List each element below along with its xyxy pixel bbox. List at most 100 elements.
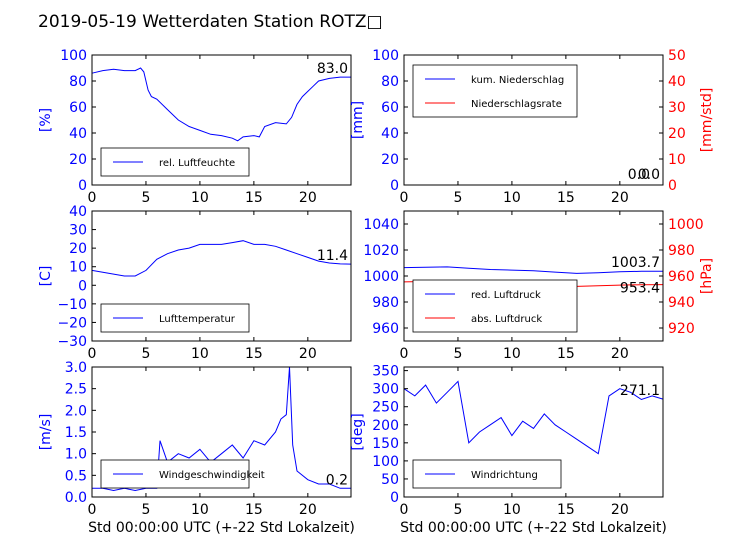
y-tick-label: 40	[69, 126, 87, 142]
y-tick-label: 2.5	[65, 382, 87, 398]
y-tick-label: 0.5	[65, 468, 87, 484]
x-tick-label: 5	[141, 346, 150, 362]
panel-top-right: 0 5 10 15 20 0 20 40 60 80 100 0 10 20 30 40 50 [mm] [mm/s…	[350, 48, 715, 206]
y-axis-label: [%]	[38, 108, 54, 132]
y2-tick-label: 50	[668, 48, 686, 64]
plot-frame	[403, 54, 664, 186]
x-tick-label: 5	[453, 502, 462, 518]
x-tick-label: 10	[503, 502, 521, 518]
y2-axis-label: [mm/std]	[699, 88, 715, 153]
x-tick-label: 10	[503, 346, 521, 362]
y-tick-label: 0	[78, 278, 87, 294]
panel-middle-right: 0 5 10 15 20 960 980 1000 1020 1040 920 940 960 980 10…	[363, 210, 715, 362]
y-tick-label: 60	[69, 100, 87, 116]
legend-label: Niederschlagsrate	[471, 99, 562, 110]
y2-tick-label: 10	[668, 152, 686, 168]
panel-middle-left: 0 5 10 15 20 −30 −20 −10 0 10 20 30 40 [C] Lufttempera…	[38, 204, 352, 362]
plot-frame	[91, 54, 352, 186]
y-tick-label: 40	[69, 204, 87, 220]
y-tick-label: 30	[69, 223, 87, 239]
legend-label: abs. Luftdruck	[471, 314, 542, 325]
y2-tick-label: 940	[668, 295, 695, 311]
x-tick-label: 20	[611, 190, 629, 206]
y2-axis-label: [hPa]	[699, 258, 715, 294]
y-tick-label: 1.0	[65, 447, 87, 463]
y-tick-label: 2.0	[65, 403, 87, 419]
value-annotation: 0.0	[628, 167, 650, 183]
legend-label: Lufttemperatur	[159, 314, 236, 325]
legend-label: red. Luftdruck	[471, 290, 541, 301]
y-tick-label: 300	[372, 382, 399, 398]
legend-label: rel. Luftfeuchte	[159, 158, 235, 169]
y-tick-label: 150	[372, 436, 399, 452]
x-tick-label: 0	[400, 190, 409, 206]
x-tick-label: 0	[400, 346, 409, 362]
series-line-0	[403, 266, 664, 274]
y-tick-label: 1020	[363, 243, 399, 259]
y2-tick-label: 40	[668, 74, 686, 90]
y-tick-label: 0.0	[65, 490, 87, 506]
value-annotation: 953.4	[620, 281, 660, 297]
y-axis-label: [mm]	[350, 101, 366, 139]
y-tick-label: 80	[69, 74, 87, 90]
series-line-0	[91, 67, 351, 142]
y-tick-label: 40	[381, 126, 399, 142]
x-axis-label: Std 00:00:00 UTC (+-22 Std Lokalzeit)	[88, 520, 355, 536]
y-tick-label: 100	[60, 48, 87, 64]
y-tick-label: 60	[381, 100, 399, 116]
x-tick-label: 5	[141, 190, 150, 206]
x-tick-label: 5	[453, 190, 462, 206]
y-tick-label: 250	[372, 400, 399, 416]
y-tick-label: 20	[381, 152, 399, 168]
value-annotation: 1003.7	[611, 255, 660, 271]
x-tick-label: 15	[557, 190, 575, 206]
x-tick-label: 15	[557, 346, 575, 362]
y-tick-label: 1040	[363, 217, 399, 233]
x-tick-label: 5	[453, 346, 462, 362]
x-tick-label: 15	[245, 502, 263, 518]
x-tick-label: 10	[191, 190, 209, 206]
y2-tick-label: 20	[668, 126, 686, 142]
value-annotation: 83.0	[317, 61, 348, 77]
x-tick-label: 15	[557, 502, 575, 518]
legend-label: kum. Niederschlag	[471, 75, 564, 86]
y-tick-label: 0	[390, 178, 399, 194]
y-axis-label: [deg]	[350, 413, 366, 450]
y-tick-label: 20	[69, 152, 87, 168]
x-tick-label: 20	[299, 346, 317, 362]
y-tick-label: 980	[372, 295, 399, 311]
y2-tick-label: 0	[668, 178, 677, 194]
value-annotation: 0.2	[326, 472, 348, 488]
x-tick-label: 0	[88, 190, 97, 206]
y-tick-label: 1000	[363, 269, 399, 285]
x-tick-label: 20	[611, 346, 629, 362]
y-tick-label: 960	[372, 321, 399, 337]
x-tick-label: 15	[245, 190, 263, 206]
y-axis-label: [m/s]	[38, 414, 54, 451]
y-tick-label: 100	[372, 454, 399, 470]
plot-frame	[91, 210, 352, 342]
x-tick-label: 15	[245, 346, 263, 362]
x-tick-label: 10	[503, 190, 521, 206]
x-tick-label: 20	[299, 502, 317, 518]
legend-box	[412, 279, 578, 333]
y2-tick-label: 980	[668, 243, 695, 259]
x-tick-label: 20	[299, 190, 317, 206]
series-line-0	[91, 240, 352, 277]
y-axis-label: [C]	[38, 266, 54, 287]
series-line-0	[403, 380, 664, 455]
panel-bottom-left: 0 5 10 15 20 0.0 0.5 1.0 1.5 2.0 2.5 3.0 [m/s] Std 00…	[38, 360, 355, 536]
x-axis-label: Std 00:00:00 UTC (+-22 Std Lokalzeit)	[400, 520, 667, 536]
y-tick-label: −30	[57, 334, 87, 350]
x-tick-label: 10	[191, 502, 209, 518]
legend-box	[412, 64, 578, 118]
panel-top-left: 0 5 10 15 20 0 20 40 60 80 100 [%] rel. Luftfeuchte 8…	[38, 48, 352, 206]
x-tick-label: 20	[611, 502, 629, 518]
x-tick-label: 0	[400, 502, 409, 518]
legend-label: Windgeschwindigkeit	[159, 470, 265, 481]
y2-tick-label: 960	[668, 269, 695, 285]
x-tick-label: 0	[88, 502, 97, 518]
figure-title: 2019-05-19 Wetterdaten Station ROTZ□	[38, 12, 383, 32]
